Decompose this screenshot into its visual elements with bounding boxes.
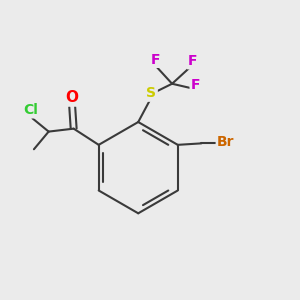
Text: Br: Br [217,136,235,149]
Text: F: F [151,52,160,67]
Text: Cl: Cl [23,103,38,117]
Text: O: O [66,90,79,105]
Text: S: S [146,86,157,100]
Text: F: F [191,78,200,92]
Text: F: F [188,54,197,68]
